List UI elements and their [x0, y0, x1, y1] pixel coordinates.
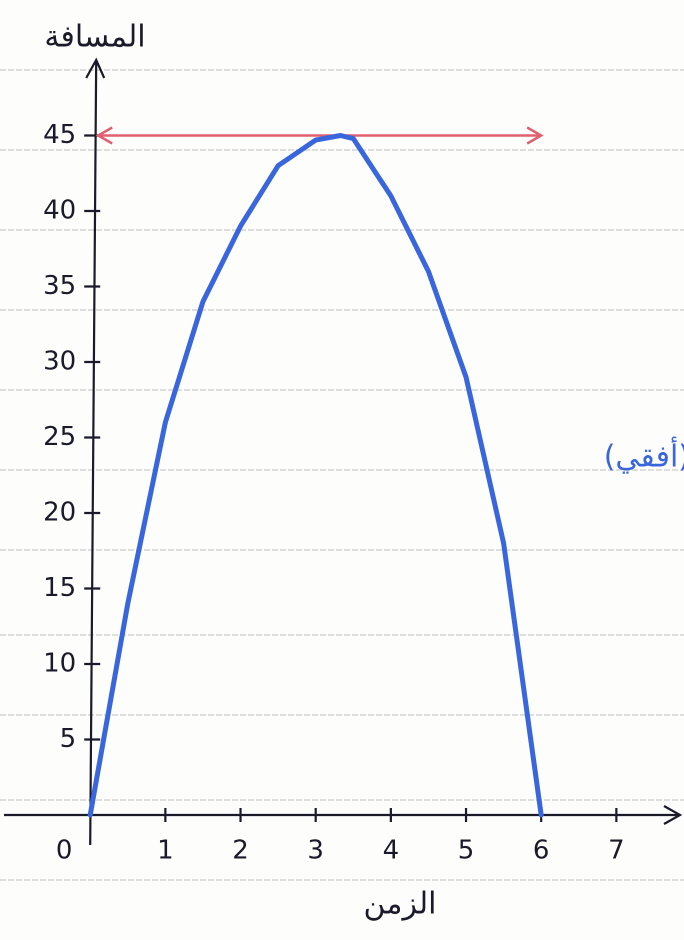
x-tick-label: 7: [608, 836, 625, 866]
x-tick-label: 2: [232, 836, 249, 866]
y-tick-label: 40: [43, 196, 76, 226]
x-tick-label: 6: [533, 836, 550, 866]
x-tick-label: 3: [307, 836, 324, 866]
annotation: (أفقي): [604, 436, 684, 475]
y-tick-label: 35: [43, 271, 76, 301]
x-axis: [4, 805, 683, 825]
y-tick-label: 20: [43, 498, 76, 528]
y-axis: [85, 57, 106, 846]
paper-lines: [0, 69, 684, 881]
x-tick-label: 1: [157, 836, 174, 866]
x-tick-label: 4: [383, 836, 400, 866]
x-tick-label: 0: [56, 836, 73, 866]
y-tick-label: 5: [60, 724, 77, 754]
y-tick-label: 30: [43, 347, 76, 377]
y-tick-label: 15: [43, 573, 76, 603]
y-axis-label: المسافة: [44, 20, 145, 55]
x-axis-label: الزمن: [364, 887, 437, 922]
x-tick-label: 5: [458, 836, 475, 866]
y-tick-label: 25: [43, 422, 76, 452]
data-line: [87, 133, 544, 818]
reference-arrow: [95, 126, 544, 145]
y-tick-label: 45: [43, 120, 76, 150]
y-tick-label: 10: [43, 649, 76, 679]
